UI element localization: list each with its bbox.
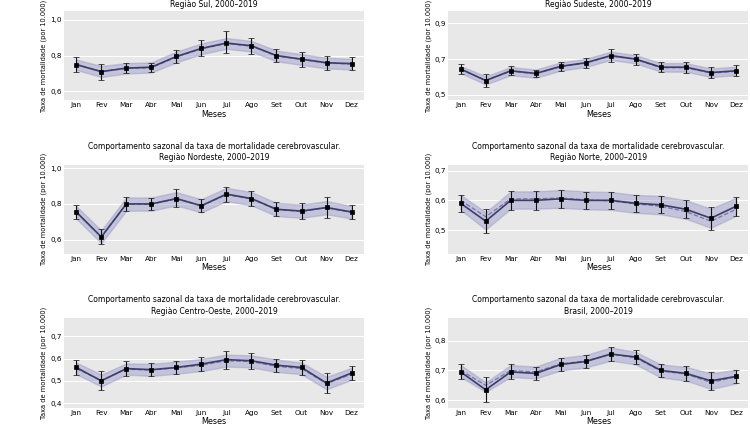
Y-axis label: Taxa de mortalidade (por 10.000): Taxa de mortalidade (por 10.000) [41, 0, 47, 112]
X-axis label: Meses: Meses [201, 263, 226, 272]
Y-axis label: Taxa de mortalidade (por 10.000): Taxa de mortalidade (por 10.000) [425, 0, 432, 112]
Y-axis label: Taxa de mortalidade (por 10.000): Taxa de mortalidade (por 10.000) [41, 153, 47, 266]
Title: Comportamento sazonal da taxa de mortalidade cerebrovascular.
Regiào Centro-Oest: Comportamento sazonal da taxa de mortali… [88, 295, 340, 316]
X-axis label: Meses: Meses [586, 417, 611, 426]
Title: Comportamento sazonal da taxa de mortalidade cerebrovascular.
Brasil, 2000–2019: Comportamento sazonal da taxa de mortali… [472, 295, 724, 316]
Y-axis label: Taxa de mortalidade (por 10.000): Taxa de mortalidade (por 10.000) [425, 153, 432, 266]
Title: Comportamento sazonal da taxa de mortalidade cerebrovascular.
Regiào Norte, 2000: Comportamento sazonal da taxa de mortali… [472, 142, 724, 163]
X-axis label: Meses: Meses [586, 263, 611, 272]
Title: Comportamento sazonal da taxa de mortalidade cerebrovascular.
Regiào Sul, 2000–2: Comportamento sazonal da taxa de mortali… [88, 0, 340, 9]
X-axis label: Meses: Meses [201, 417, 226, 426]
Y-axis label: Taxa de mortalidade (por 10.000): Taxa de mortalidade (por 10.000) [41, 307, 47, 419]
Title: Comportamento sazonal da taxa de mortalidade cerebrovascular.
Regiào Nordeste, 2: Comportamento sazonal da taxa de mortali… [88, 142, 340, 163]
Y-axis label: Taxa de mortalidade (por 10.000): Taxa de mortalidade (por 10.000) [425, 307, 432, 419]
X-axis label: Meses: Meses [586, 110, 611, 119]
X-axis label: Meses: Meses [201, 110, 226, 119]
Title: Comportamento sazonal da taxa de mortalidade cerebrovascular.
Regiào Sudeste, 20: Comportamento sazonal da taxa de mortali… [472, 0, 724, 9]
